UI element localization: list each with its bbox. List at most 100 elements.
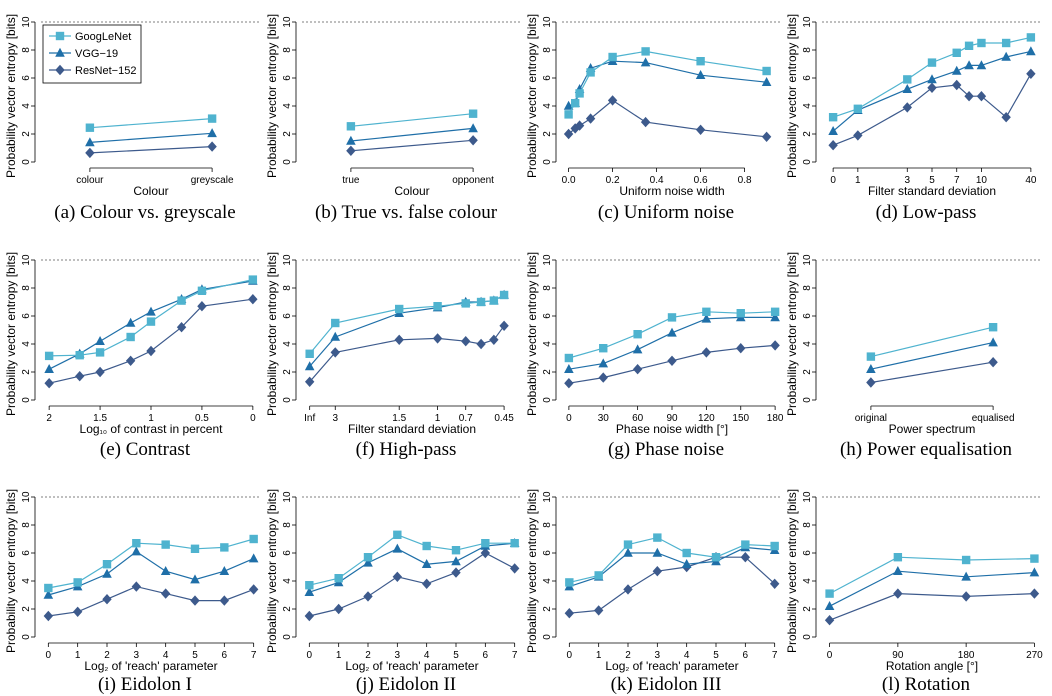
data-point: [828, 140, 838, 151]
x-tick-label: 5: [713, 650, 719, 661]
legend-label: VGG−19: [75, 48, 118, 60]
x-tick-label: 3: [134, 650, 140, 661]
x-tick-label: equalised: [972, 413, 1015, 424]
x-tick-label: opponent: [452, 175, 494, 186]
y-tick-label: 4: [21, 341, 32, 347]
x-axis-label: Filter standard deviation: [348, 422, 476, 436]
data-point: [146, 306, 156, 316]
data-point: [623, 540, 633, 549]
x-tick-label: 1.5: [392, 413, 406, 424]
data-point: [866, 377, 876, 388]
series-line: [829, 592, 1035, 621]
data-point: [44, 351, 54, 361]
data-point: [598, 372, 608, 383]
x-tick-label: 0.6: [694, 175, 708, 186]
data-point: [824, 615, 835, 626]
data-point: [976, 60, 987, 70]
x-axis-label: Filter standard deviation: [868, 184, 996, 198]
x-tick-label: 0.0: [562, 175, 576, 186]
data-point: [334, 574, 343, 583]
data-point: [131, 546, 142, 556]
series-resnet-152: [824, 588, 1040, 626]
y-tick-label: 4: [802, 103, 813, 109]
x-tick-label: 4: [424, 650, 430, 661]
data-point: [95, 336, 105, 345]
x-tick-label: 90: [892, 650, 904, 661]
data-point: [489, 334, 499, 345]
data-point: [44, 364, 54, 373]
x-tick-label: 0.8: [738, 175, 752, 186]
y-tick-label: 4: [802, 578, 813, 584]
data-point: [736, 309, 745, 318]
series-googlenet: [44, 275, 258, 361]
y-tick-label: 6: [282, 550, 293, 556]
data-point: [641, 47, 650, 56]
legend: GoogLeNet VGG−19 ResNet−152: [42, 24, 142, 84]
x-tick-label: 40: [1025, 175, 1037, 186]
data-point: [667, 327, 677, 337]
y-tick-label: 2: [282, 131, 293, 137]
y-tick-label: 8: [802, 47, 813, 53]
data-point: [952, 48, 961, 57]
x-tick-label: 1: [75, 650, 81, 661]
data-point: [160, 588, 171, 599]
series-resnet-152: [563, 95, 772, 142]
data-point: [468, 109, 478, 118]
data-point: [988, 357, 998, 368]
data-point: [1026, 46, 1036, 56]
data-point: [363, 591, 373, 602]
data-point: [585, 113, 596, 124]
y-axis-label: Probability vector entropy [bits]: [4, 489, 18, 653]
x-tick-label: 1: [855, 175, 861, 186]
data-point: [481, 539, 490, 548]
x-tick-label: 30: [598, 413, 610, 424]
data-point: [1001, 51, 1011, 61]
y-tick-label: 8: [802, 522, 813, 528]
x-tick-label: true: [342, 175, 360, 186]
y-tick-label: 8: [542, 47, 553, 53]
data-point: [219, 566, 230, 575]
panel-caption: (l) Rotation: [882, 674, 971, 695]
data-point: [75, 351, 84, 360]
data-point: [976, 91, 987, 102]
data-point: [770, 541, 779, 551]
y-tick-label: 0: [21, 159, 32, 165]
y-tick-label: 8: [542, 522, 553, 528]
data-point: [509, 563, 520, 574]
data-point: [711, 553, 721, 562]
data-point: [421, 578, 432, 589]
x-tick-label: 180: [958, 650, 975, 661]
y-tick-label: 4: [282, 103, 293, 109]
x-tick-label: 0.4: [650, 175, 664, 186]
data-point: [927, 82, 937, 93]
data-point: [197, 286, 207, 295]
data-point: [1026, 33, 1036, 42]
y-tick-label: 8: [21, 47, 32, 53]
data-point: [825, 589, 834, 598]
data-point: [305, 581, 314, 590]
data-point: [125, 317, 136, 327]
data-point: [468, 135, 478, 146]
y-tick-label: 0: [802, 159, 813, 165]
y-tick-label: 2: [542, 606, 553, 612]
y-tick-label: 8: [21, 522, 32, 528]
x-axis-label: Power spectrum: [889, 422, 976, 436]
series-line: [309, 534, 515, 586]
data-point: [346, 122, 356, 131]
data-point: [330, 347, 340, 358]
panel-caption: (e) Contrast: [100, 439, 191, 460]
data-point: [741, 540, 750, 549]
data-point: [392, 543, 403, 553]
data-point: [197, 301, 207, 312]
data-point: [393, 530, 402, 539]
data-point: [564, 110, 573, 119]
x-tick-label: 0: [566, 413, 572, 424]
data-point: [394, 334, 404, 345]
data-point: [480, 547, 491, 559]
panel-caption: (k) Eidolon III: [611, 674, 722, 695]
series-resnet-152: [346, 135, 478, 156]
data-point: [160, 566, 171, 575]
data-point: [762, 66, 771, 76]
